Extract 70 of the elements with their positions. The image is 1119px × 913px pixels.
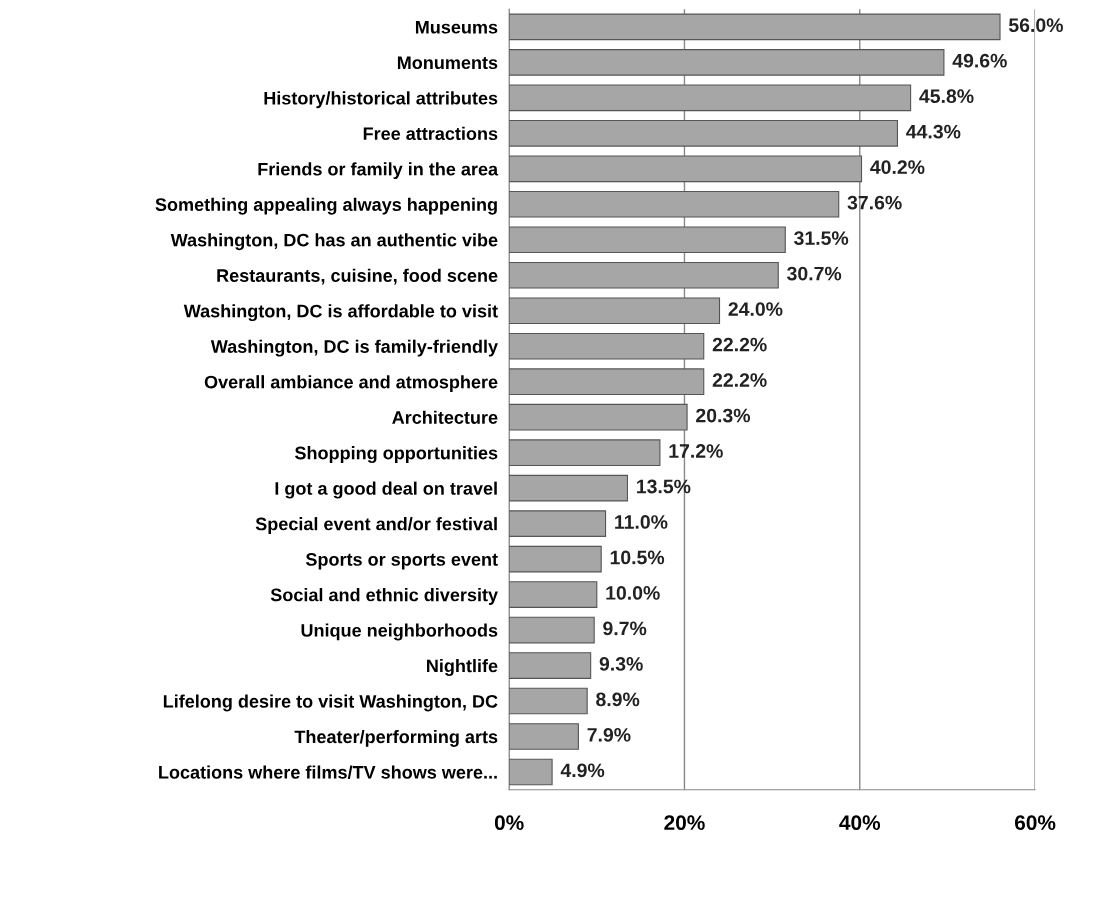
data-label: 4.9% [560, 763, 605, 778]
data-label: 9.7% [603, 621, 647, 636]
y-tick-label: Theater/performing arts [294, 729, 498, 747]
y-tick-label: Free attractions [363, 126, 498, 141]
bar [509, 687, 588, 715]
x-tick-label: 0% [494, 815, 524, 831]
x-tick-label: 60% [1014, 815, 1056, 831]
data-label: 22.2% [712, 337, 767, 352]
bar [509, 403, 688, 431]
data-label: 10.5% [610, 550, 665, 565]
bar [509, 297, 721, 325]
y-tick-label: I got a good deal on travel [275, 481, 497, 499]
y-tick-label: Something appealing always happening [155, 197, 497, 215]
data-label: 24.0% [728, 302, 783, 316]
y-tick-label: Architecture [392, 410, 498, 424]
data-label: 56.0% [1008, 18, 1063, 33]
data-label: 30.7% [787, 266, 842, 281]
y-tick-label: Washington, DC has an authentic vibe [170, 233, 498, 251]
data-label: 40.2% [870, 160, 925, 175]
data-label: 9.3% [599, 657, 643, 671]
y-tick-label: Nightlife [427, 659, 498, 676]
bar [509, 226, 786, 254]
data-label: 37.6% [847, 195, 902, 210]
bar [509, 368, 705, 396]
bar [509, 190, 840, 218]
data-label: 10.0% [606, 586, 660, 600]
data-label: 22.2% [712, 373, 767, 387]
y-tick-label: Museums [415, 20, 498, 34]
y-tick-label: Overall ambiance and atmosphere [204, 375, 498, 392]
bar [509, 84, 912, 112]
data-label: 20.3% [696, 408, 751, 423]
y-tick-label: Washington, DC is affordable to visit [183, 304, 498, 322]
y-tick-label: Restaurants, cuisine, food scene [217, 268, 498, 285]
data-label: 11.0% [615, 515, 668, 529]
x-tick-label: 20% [664, 815, 705, 831]
data-label: 49.6% [952, 53, 1007, 68]
bar [509, 49, 945, 76]
x-tick-label: 40% [839, 815, 881, 831]
y-tick-label: Social and ethnic diversity [270, 588, 498, 605]
bar [509, 332, 705, 360]
y-tick-label: Friends or family in the area [258, 162, 499, 180]
y-tick-label: Locations where films/TV shows were... [159, 765, 497, 779]
bar [509, 474, 629, 502]
bar [509, 13, 1001, 41]
bar [509, 581, 598, 608]
data-label: 44.3% [906, 124, 961, 139]
y-tick-label: History/historical attributes [264, 91, 498, 109]
bar [509, 510, 607, 537]
bar [509, 119, 899, 147]
y-tick-label: Special event and/or festival [255, 517, 497, 534]
bar [509, 652, 592, 679]
bar [509, 545, 602, 573]
y-tick-label: Monuments [397, 56, 498, 70]
y-tick-label: Washington, DC is family-friendly [210, 339, 498, 357]
bar [509, 261, 779, 289]
y-tick-label: Sports or sports event [305, 553, 498, 570]
bar [509, 439, 661, 466]
data-label: 45.8% [919, 89, 974, 104]
data-label: 7.9% [587, 727, 631, 742]
data-label: 8.9% [596, 692, 640, 707]
y-tick-label: Lifelong desire to visit Washington, DC [163, 694, 498, 712]
bar [509, 723, 579, 750]
data-label: 17.2% [669, 444, 723, 458]
bar [509, 155, 863, 183]
data-label: 31.5% [794, 231, 849, 246]
data-label: 13.5% [637, 479, 691, 494]
y-tick-label: Shopping opportunities [294, 446, 498, 464]
bar [509, 758, 553, 786]
bar [509, 616, 595, 644]
y-tick-label: Unique neighborhoods [301, 623, 498, 641]
